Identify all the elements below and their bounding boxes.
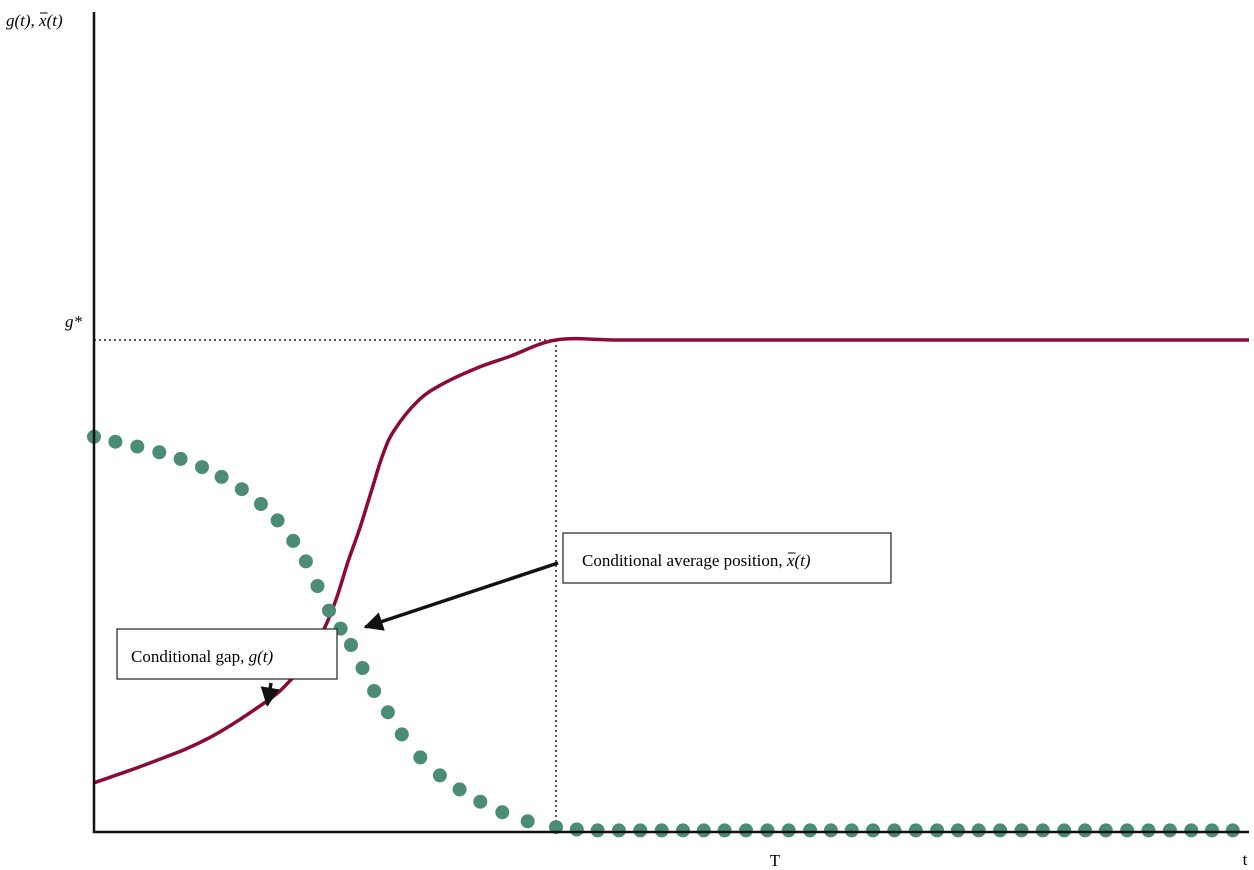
data-point-position (1098, 823, 1113, 838)
series-dots-position (87, 429, 1240, 838)
data-point-position (495, 805, 510, 820)
data-point-position (781, 823, 796, 838)
annotation-box-gap (116, 628, 338, 680)
data-point-position (844, 823, 859, 838)
data-point-position (1184, 823, 1199, 838)
data-point-position (367, 684, 382, 698)
annotation-gap-text: Conditional gap, (131, 647, 249, 666)
data-point-position (1205, 823, 1219, 838)
data-point-position (866, 823, 880, 838)
data-point-position (1141, 823, 1156, 838)
annotation-gap-math: g(t) (249, 647, 274, 666)
data-point-position (1162, 823, 1177, 838)
data-point-position (1120, 823, 1135, 838)
data-point-position (286, 533, 301, 548)
y-tick-label-g-star: g* (65, 312, 83, 331)
data-point-position (950, 823, 965, 838)
data-point-position (717, 823, 732, 838)
annotation-box-position (562, 532, 892, 584)
data-point-position (1035, 823, 1050, 838)
data-point-position (549, 820, 563, 835)
data-point-position (130, 439, 145, 454)
data-point-position (676, 823, 690, 838)
data-point-position (152, 445, 167, 460)
x-axis-label: t (1243, 850, 1248, 869)
data-point-position (823, 823, 838, 838)
data-point-position (520, 814, 535, 829)
y-axis-label-x: x(t) (38, 11, 63, 30)
annotation-arrow-position (363, 561, 559, 631)
data-point-position (654, 823, 669, 838)
annotation-arrow-gap (260, 682, 280, 707)
data-point-position (696, 823, 711, 838)
data-point-position (887, 823, 902, 838)
data-point-position (298, 554, 313, 569)
data-point-position (394, 727, 409, 742)
data-point-position (971, 823, 986, 838)
data-point-position (930, 823, 945, 838)
data-point-position (173, 451, 188, 466)
annotation-gap: Conditional gap, g(t) (131, 647, 273, 666)
data-point-position (322, 603, 336, 618)
y-axis-label-sep: , (31, 11, 40, 30)
data-point-position (590, 823, 605, 838)
y-axis-label: g(t), x(t) (6, 11, 63, 30)
annotation-position: Conditional average position, x(t) (582, 551, 811, 570)
data-point-position (611, 823, 626, 838)
data-point-position (803, 823, 818, 838)
data-point-position (344, 638, 358, 652)
x-tick-label-t: T (770, 851, 781, 870)
data-point-position (739, 823, 753, 838)
annotation-position-text: Conditional average position, (582, 551, 787, 570)
data-point-position (380, 705, 395, 720)
data-point-position (195, 460, 209, 475)
data-point-position (993, 823, 1008, 838)
data-point-position (633, 823, 648, 838)
data-point-position (355, 661, 370, 675)
data-point-position (432, 768, 447, 783)
annotation-position-math: x(t) (786, 551, 811, 570)
data-point-position (1014, 823, 1029, 838)
data-point-position (413, 750, 428, 765)
data-point-position (1225, 823, 1240, 838)
data-point-position (473, 794, 488, 809)
y-axis-label-g: g(t) (6, 11, 31, 30)
data-point-position (270, 513, 285, 528)
data-point-position (310, 579, 325, 593)
data-point-position (108, 434, 123, 449)
data-point-position (253, 497, 268, 511)
data-point-position (569, 822, 584, 837)
data-point-position (214, 469, 229, 484)
data-point-position (908, 823, 923, 838)
data-point-position (1078, 823, 1092, 838)
data-point-position (760, 823, 775, 838)
data-point-position (452, 782, 467, 797)
data-point-position (1057, 823, 1072, 838)
data-point-position (234, 482, 249, 497)
